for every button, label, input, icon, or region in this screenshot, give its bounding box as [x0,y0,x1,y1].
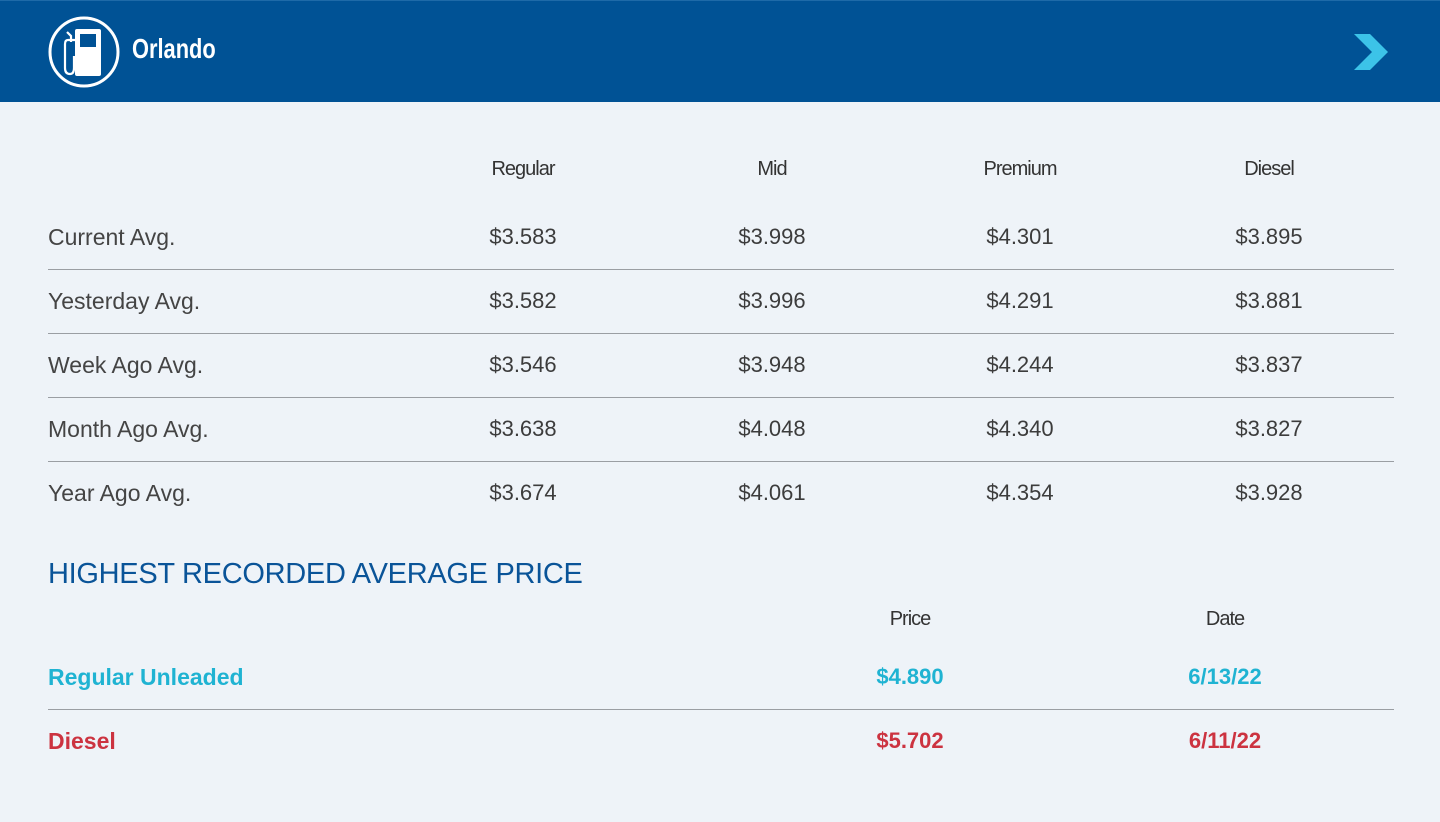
price-cell: $3.674 [489,480,557,505]
column-header-regular: Regular [491,158,555,180]
price-cell: $3.827 [1235,416,1303,441]
highest-price-table: Price Date Regular Unleaded $4.890 6/13/… [48,600,1394,773]
price-cell: $3.583 [489,224,557,249]
highest-price-header-row: Price Date [48,600,1394,646]
price-cell: $4.291 [986,288,1054,313]
chevron-right-icon[interactable] [1352,32,1390,72]
price-cell: $4.048 [738,416,806,441]
fuel-label-diesel: Diesel [48,728,116,754]
price-cell: $3.928 [1235,480,1303,505]
price-cell: $3.895 [1235,224,1303,249]
table-row: Regular Unleaded $4.890 6/13/22 [48,646,1394,710]
row-label: Month Ago Avg. [48,416,209,442]
column-header-diesel: Diesel [1244,158,1295,180]
highest-price-title: HIGHEST RECORDED AVERAGE PRICE [48,558,583,590]
price-cell: $3.996 [738,288,806,313]
table-row: Diesel $5.702 6/11/22 [48,710,1394,773]
average-prices-table: Regular Mid Premium Diesel Current Avg. … [48,138,1394,525]
price-cell: $3.837 [1235,352,1303,377]
price-cell: $3.582 [489,288,557,313]
price-cell: $4.354 [986,480,1054,505]
record-date: 6/11/22 [1188,728,1262,753]
row-label: Yesterday Avg. [48,288,201,314]
column-header-mid: Mid [757,158,787,180]
price-cell: $3.546 [489,352,557,377]
table-row: Yesterday Avg. $3.582 $3.996 $4.291 $3.8… [48,270,1394,334]
row-label: Week Ago Avg. [48,352,204,378]
city-name: Orlando [132,33,216,64]
record-price: $4.890 [876,664,944,689]
table-row: Month Ago Avg. $3.638 $4.048 $4.340 $3.8… [48,398,1394,462]
record-price: $5.702 [876,728,944,753]
city-header: Orlando [0,0,1440,102]
price-cell: $3.948 [738,352,806,377]
column-header-date: Date [1205,608,1245,630]
price-cell: $3.638 [489,416,557,441]
gas-pump-icon [48,16,120,88]
table-row: Current Avg. $3.583 $3.998 $4.301 $3.895 [48,206,1394,270]
table-row: Week Ago Avg. $3.546 $3.948 $4.244 $3.83… [48,334,1394,398]
fuel-label-regular-unleaded: Regular Unleaded [48,664,244,690]
table-row: Year Ago Avg. $3.674 $4.061 $4.354 $3.92… [48,462,1394,525]
price-cell: $4.244 [986,352,1054,377]
price-cell: $4.301 [986,224,1054,249]
column-header-premium: Premium [983,158,1057,180]
record-date: 6/13/22 [1188,664,1262,689]
price-cell: $4.061 [738,480,806,505]
price-cell: $4.340 [986,416,1054,441]
price-cell: $3.881 [1235,288,1303,313]
average-prices-header-row: Regular Mid Premium Diesel [48,138,1394,206]
price-cell: $3.998 [738,224,806,249]
column-header-price: Price [889,608,932,630]
row-label: Year Ago Avg. [48,480,192,506]
row-label: Current Avg. [48,224,176,250]
